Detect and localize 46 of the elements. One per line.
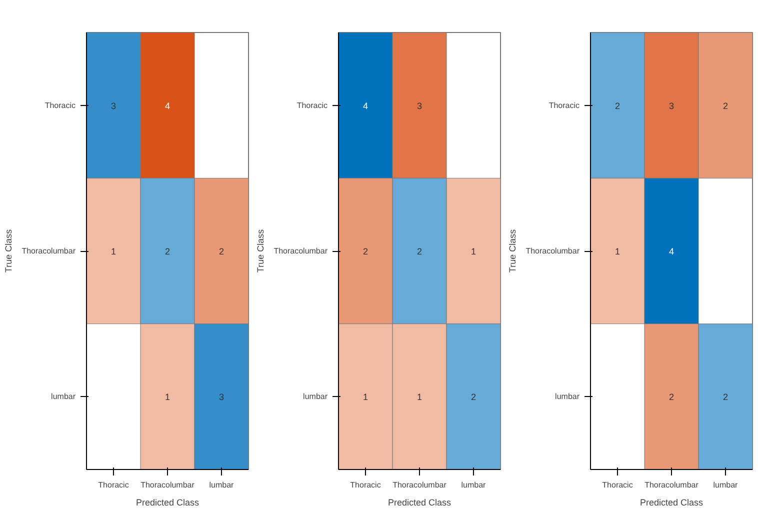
data-label: 1	[164, 392, 170, 402]
data-label: 4	[362, 100, 368, 111]
data-label: 4	[668, 246, 674, 256]
x-axis-title: Predicted Class	[388, 498, 452, 508]
data-label: 1	[470, 246, 476, 256]
data-label: 3	[416, 100, 422, 111]
y-axis-title: True Class	[256, 228, 266, 273]
data-label: 1	[614, 246, 620, 256]
data-label: 3	[668, 100, 674, 111]
y-tick-label: Thoracolumbar	[526, 246, 580, 256]
x-tick-label: Thoracolumbar	[644, 480, 699, 490]
data-label: 2	[164, 246, 170, 256]
x-tick-label: Thoracic	[602, 480, 633, 490]
data-label: 1	[416, 392, 422, 402]
x-tick-label: Thoracolumbar	[392, 480, 447, 490]
x-tick-label: lumbar	[209, 480, 234, 490]
y-tick-label: Thoracic	[44, 100, 76, 110]
data-label: 3	[218, 392, 224, 402]
data-label: 2	[722, 392, 728, 402]
data-label: 2	[470, 392, 476, 402]
x-tick-label: lumbar	[713, 480, 738, 490]
x-tick-label: Thoracic	[98, 480, 129, 490]
data-label: 2	[668, 392, 674, 402]
y-tick-label: Thoracic	[548, 100, 580, 110]
y-tick-label: lumbar	[555, 392, 580, 402]
data-label: 1	[110, 246, 116, 256]
data-label: 2	[218, 246, 224, 256]
data-label: 4	[164, 100, 170, 111]
y-tick-label: lumbar	[303, 392, 328, 402]
y-tick-label: Thoracolumbar	[274, 246, 328, 256]
x-tick-label: lumbar	[461, 480, 486, 490]
y-axis-title: True Class	[508, 228, 518, 273]
y-axis-title: True Class	[4, 228, 14, 273]
data-label: 3	[110, 100, 116, 111]
data-label: 2	[416, 246, 422, 256]
y-tick-label: lumbar	[51, 392, 76, 402]
data-label: 2	[614, 100, 620, 111]
x-axis-title: Predicted Class	[136, 498, 200, 508]
x-tick-label: Thoracolumbar	[140, 480, 195, 490]
x-axis-title: Predicted Class	[640, 498, 704, 508]
data-label: 2	[362, 246, 368, 256]
data-label: 1	[362, 392, 368, 402]
y-tick-label: Thoracic	[296, 100, 328, 110]
x-tick-label: Thoracic	[350, 480, 381, 490]
y-tick-label: Thoracolumbar	[22, 246, 76, 256]
data-label: 2	[722, 100, 728, 111]
